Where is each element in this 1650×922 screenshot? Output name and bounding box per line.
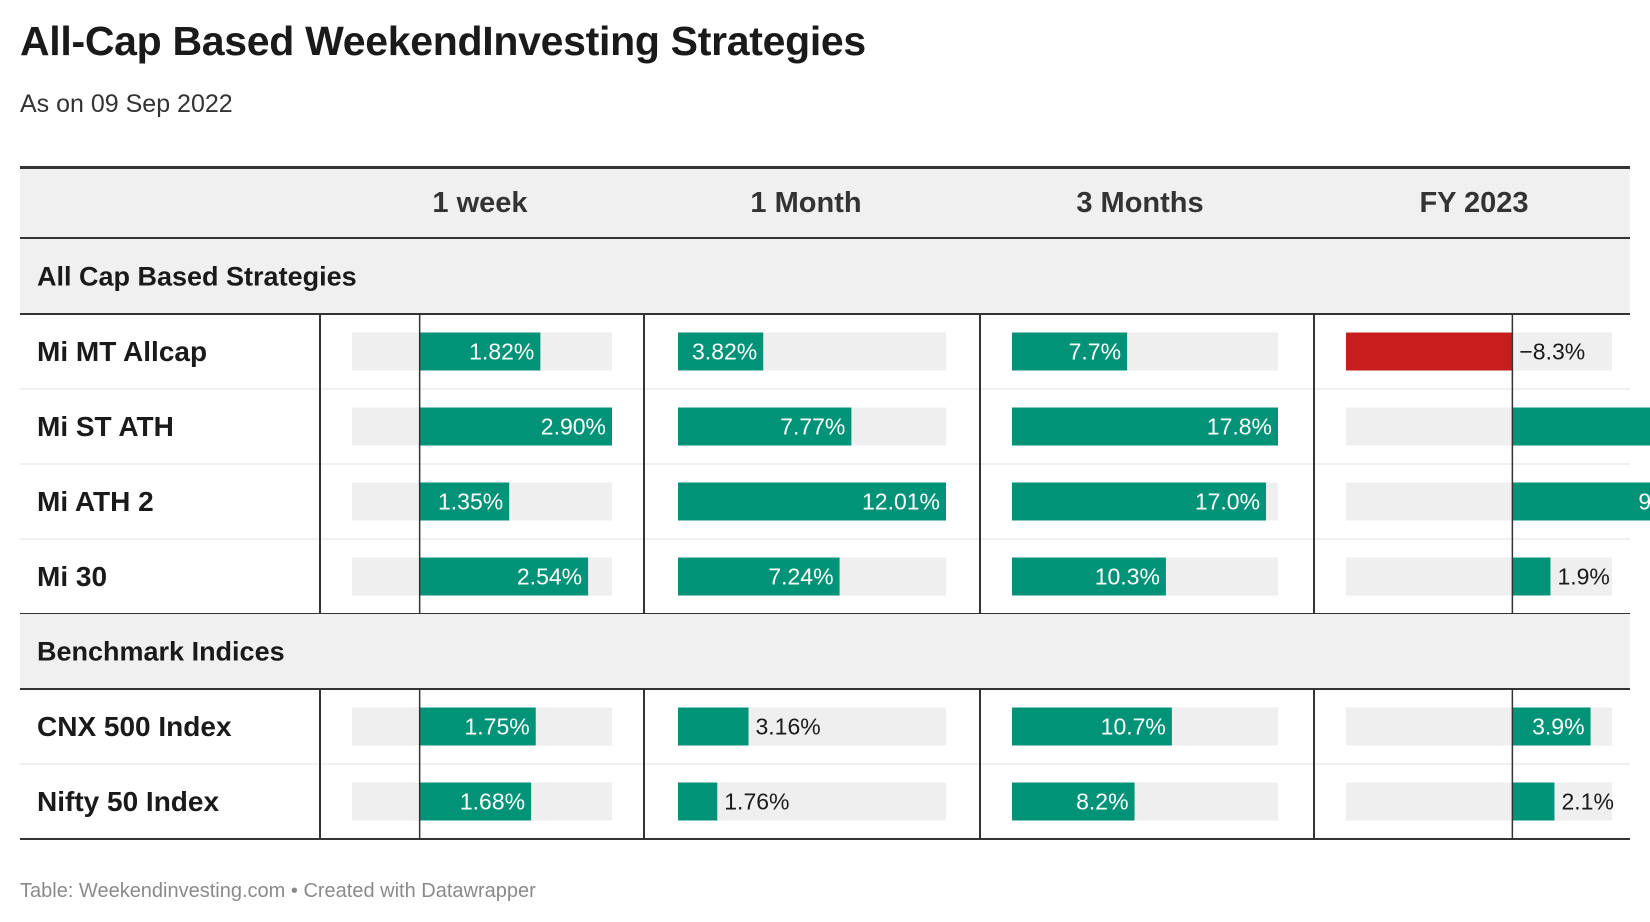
bar [678, 707, 749, 746]
bar-track [1346, 557, 1612, 596]
bar [1512, 407, 1650, 446]
value-label: 2.54% [517, 564, 582, 590]
bar [419, 482, 510, 521]
group-header: Benchmark Indices [37, 637, 285, 667]
row-divider [20, 463, 1630, 465]
bar [419, 557, 589, 596]
row-label: Mi MT Allcap [37, 336, 207, 367]
bar [419, 332, 541, 371]
column-header: 1 week [432, 187, 528, 219]
column-divider [979, 689, 981, 839]
row-label: Mi 30 [37, 561, 107, 592]
value-label: 1.76% [724, 789, 789, 815]
group-rule [20, 313, 1630, 315]
bar [1346, 332, 1513, 371]
bar [678, 482, 946, 521]
bar [1012, 407, 1278, 446]
bar [419, 782, 532, 821]
bar [1512, 557, 1551, 596]
value-label: 8.2% [1076, 789, 1128, 815]
value-label: 1.82% [469, 339, 534, 365]
bar [1012, 557, 1166, 596]
bar [1012, 782, 1135, 821]
column-divider [1313, 314, 1315, 614]
bar [1512, 482, 1650, 521]
bar [678, 557, 840, 596]
column-divider [319, 689, 321, 839]
bar [1512, 782, 1555, 821]
group-bottom-rule [20, 838, 1630, 840]
group-rule [20, 688, 1630, 690]
bar [1012, 482, 1267, 521]
value-label: 10.7% [1101, 714, 1166, 740]
bar [678, 782, 718, 821]
value-label: 12.01% [862, 489, 940, 515]
column-divider [643, 314, 645, 614]
source-footer: Table: Weekendinvesting.com • Created wi… [20, 880, 536, 902]
value-label: 1.9% [1557, 564, 1609, 590]
group-header-band [20, 614, 1630, 689]
value-label: 1.35% [438, 489, 503, 515]
column-header: FY 2023 [1419, 187, 1528, 219]
zero-baseline [1511, 689, 1514, 839]
column-divider [979, 314, 981, 614]
row-label: Mi ATH 2 [37, 486, 154, 517]
bar [678, 407, 852, 446]
table-top-rule [20, 166, 1630, 169]
bar [678, 332, 764, 371]
value-label: 7.7% [1069, 339, 1121, 365]
value-label: 1.68% [460, 789, 525, 815]
group-header-band [20, 239, 1630, 314]
row-label: Mi ST ATH [37, 411, 174, 442]
row-divider [20, 538, 1630, 540]
column-divider [1313, 689, 1315, 839]
value-label: 7.24% [768, 564, 833, 590]
value-label: −8.3% [1519, 339, 1585, 365]
value-label: 3.9% [1532, 714, 1584, 740]
value-label: 17.0% [1195, 489, 1260, 515]
bar [1512, 707, 1591, 746]
value-label: 3.16% [756, 714, 821, 740]
column-header-band [20, 168, 1630, 238]
row-divider [20, 388, 1630, 390]
zero-baseline [418, 314, 421, 614]
column-header: 3 Months [1076, 187, 1203, 219]
row-label: Nifty 50 Index [37, 786, 219, 817]
bar [419, 407, 612, 446]
group-header: All Cap Based Strategies [37, 262, 357, 292]
value-label: 2.1% [1561, 789, 1613, 815]
column-header: 1 Month [750, 187, 861, 219]
column-divider [643, 689, 645, 839]
value-label: 2.90% [541, 414, 606, 440]
bar-track [1346, 782, 1612, 821]
zero-baseline [418, 689, 421, 839]
value-label: 9.2% [1638, 489, 1650, 515]
header-bottom-rule [20, 237, 1630, 240]
column-divider [319, 314, 321, 614]
bar [1012, 707, 1172, 746]
value-label: 17.8% [1207, 414, 1272, 440]
bar [419, 707, 536, 746]
row-label: CNX 500 Index [37, 711, 232, 742]
chart-title: All-Cap Based WeekendInvesting Strategie… [20, 18, 866, 64]
value-label: 10.3% [1095, 564, 1160, 590]
chart-subtitle: As on 09 Sep 2022 [20, 90, 233, 118]
value-label: 7.77% [780, 414, 845, 440]
zero-baseline [1511, 314, 1514, 614]
bar [1012, 332, 1128, 371]
bar-track [678, 782, 946, 821]
value-label: 3.82% [692, 339, 757, 365]
value-label: 1.75% [465, 714, 530, 740]
row-divider [20, 763, 1630, 765]
